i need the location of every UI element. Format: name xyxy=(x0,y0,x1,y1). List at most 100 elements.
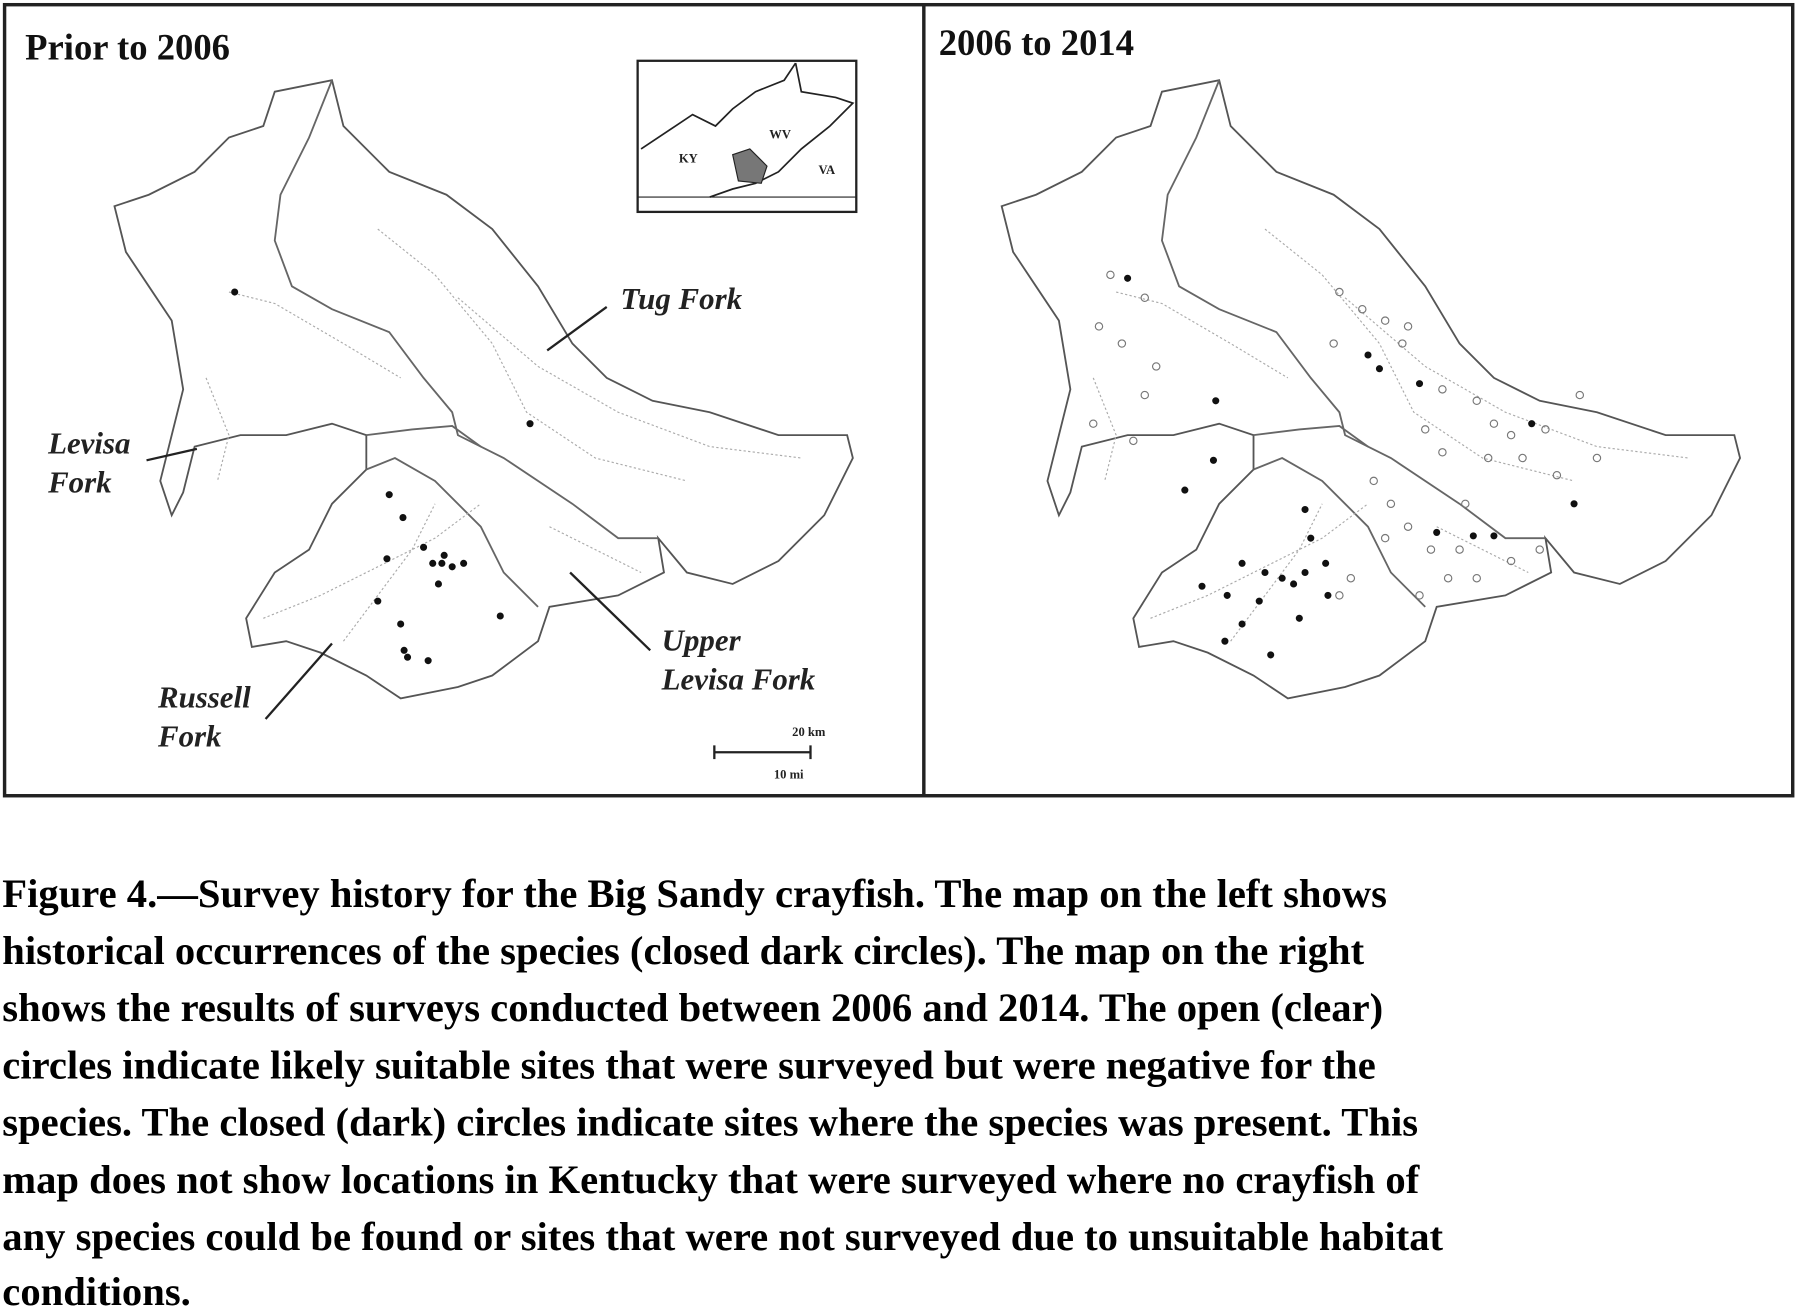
site-present xyxy=(1301,568,1309,577)
site-absent xyxy=(1089,419,1098,428)
site-absent xyxy=(1335,287,1344,297)
site-present xyxy=(1415,380,1424,388)
site-absent xyxy=(1346,573,1356,583)
site-present xyxy=(1301,505,1309,514)
state-label: VA xyxy=(819,163,836,177)
site-absent xyxy=(1552,470,1562,480)
site-present xyxy=(383,555,391,563)
region-label: Upper xyxy=(662,622,742,657)
leader-line xyxy=(569,571,652,652)
site-absent xyxy=(1461,499,1470,509)
inset-frame xyxy=(636,59,858,214)
leader-line xyxy=(546,305,608,352)
site-present xyxy=(1364,351,1372,359)
inset-map: KY WV VA xyxy=(636,59,858,214)
caption-line: circles indicate likely suitable sites t… xyxy=(2,1042,1376,1087)
site-present xyxy=(1267,651,1275,659)
region-label: Levisa xyxy=(47,425,130,460)
site-absent xyxy=(1129,436,1138,446)
site-present xyxy=(1278,574,1286,582)
scale-label: 20 km xyxy=(792,725,826,739)
site-present xyxy=(1490,532,1498,540)
site-absent xyxy=(1472,573,1481,583)
region-label: Fork xyxy=(47,464,112,499)
site-present xyxy=(1433,528,1441,536)
site-absent xyxy=(1489,419,1499,428)
site-present xyxy=(460,559,468,567)
site-absent xyxy=(1592,453,1602,463)
site-present xyxy=(1570,500,1578,508)
site-present xyxy=(399,514,407,522)
caption: Figure 4.—Survey history for the Big San… xyxy=(2,871,1443,1311)
site-present xyxy=(1290,580,1298,588)
right-map xyxy=(1000,79,1741,700)
site-present xyxy=(1261,568,1269,577)
site-present xyxy=(1221,637,1229,645)
caption-line: shows the results of surveys conducted b… xyxy=(2,985,1383,1030)
site-absent xyxy=(1455,545,1464,554)
site-absent xyxy=(1403,322,1413,331)
site-absent xyxy=(1443,573,1453,583)
leader-line xyxy=(264,642,333,720)
site-absent xyxy=(1506,556,1516,566)
state-label: KY xyxy=(679,152,698,166)
site-present xyxy=(400,646,408,654)
state-label: WV xyxy=(769,128,791,142)
caption-line: historical occurrences of the species (c… xyxy=(2,928,1364,973)
site-present xyxy=(1322,559,1330,567)
site-absent xyxy=(1438,448,1447,457)
site-absent xyxy=(1386,499,1396,509)
site-absent xyxy=(1415,591,1424,600)
site-absent xyxy=(1398,339,1407,348)
map-frame xyxy=(2,2,1795,798)
basin-highlight xyxy=(731,148,768,184)
panel-title: 2006 to 2014 xyxy=(939,22,1134,63)
region-label: Tug Fork xyxy=(620,281,742,316)
basin-outline xyxy=(1000,79,1741,700)
site-absent xyxy=(1369,476,1378,486)
site-present xyxy=(1324,591,1332,599)
left-map xyxy=(113,79,854,700)
site-present xyxy=(434,580,442,588)
site-present xyxy=(1375,365,1383,373)
site-present xyxy=(448,563,456,571)
site-present xyxy=(1124,274,1132,282)
site-absent xyxy=(1575,390,1585,400)
site-present xyxy=(496,612,504,620)
state-border xyxy=(640,62,855,198)
site-absent xyxy=(1117,339,1127,348)
site-absent xyxy=(1472,396,1481,406)
site-present xyxy=(420,543,428,551)
site-present xyxy=(1255,597,1263,605)
scale-label: 10 mi xyxy=(774,768,804,782)
region-label: Levisa Fork xyxy=(661,661,816,696)
site-present xyxy=(1295,614,1303,622)
caption-line: species. The closed (dark) circles indic… xyxy=(2,1100,1418,1145)
site-absent xyxy=(1380,316,1390,325)
site-absent xyxy=(1358,304,1367,314)
site-absent xyxy=(1151,362,1161,371)
caption-line: Figure 4.—Survey history for the Big San… xyxy=(2,871,1387,916)
site-present xyxy=(231,288,239,296)
survey-sites xyxy=(1089,270,1602,659)
site-absent xyxy=(1380,533,1390,543)
site-present xyxy=(1209,456,1218,464)
site-present xyxy=(526,420,534,428)
site-absent xyxy=(1335,591,1344,600)
site-absent xyxy=(1421,425,1430,434)
site-absent xyxy=(1140,293,1150,302)
site-absent xyxy=(1541,425,1550,434)
site-absent xyxy=(1535,545,1544,554)
site-absent xyxy=(1140,390,1150,400)
region-label: Russell xyxy=(157,680,251,715)
site-present xyxy=(1238,620,1246,628)
scale-bar: 20 km 10 mi xyxy=(713,725,826,782)
site-present xyxy=(1198,582,1206,590)
historic-sites xyxy=(231,288,534,665)
site-present xyxy=(1307,534,1315,542)
caption-line: map does not show locations in Kentucky … xyxy=(2,1157,1419,1202)
site-present xyxy=(424,657,432,665)
site-present xyxy=(429,559,437,567)
site-present xyxy=(374,597,382,605)
leader-line xyxy=(146,447,198,462)
